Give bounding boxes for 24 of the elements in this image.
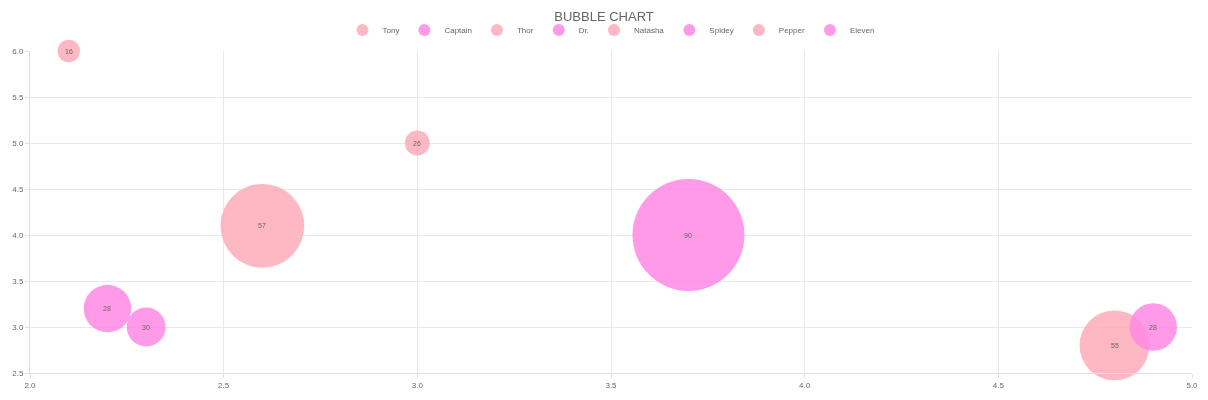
y-tick-label: 3.0 — [12, 322, 24, 332]
x-tick-label: 3.5 — [605, 380, 618, 390]
y-tick-label: 5.5 — [12, 92, 24, 102]
x-tick-label: 2.5 — [218, 380, 230, 390]
y-tick-label: 5.0 — [12, 138, 24, 148]
legend-label: Spidey — [709, 26, 734, 36]
y-tick-label: 4.5 — [12, 184, 24, 194]
legend-label: Pepper — [778, 26, 805, 36]
x-tick-label: 5.0 — [1186, 380, 1199, 390]
y-tick-label: 6.0 — [12, 46, 24, 56]
legend-label: Eleven — [849, 26, 875, 36]
y-tick-label: 3.5 — [12, 276, 24, 286]
x-tick-label: 3.0 — [411, 380, 424, 390]
y-tick-label: 4.0 — [12, 230, 24, 240]
x-tick-label: 2.0 — [24, 380, 37, 390]
y-tick-label: 2.5 — [12, 368, 24, 378]
legend-label: Tony — [382, 26, 400, 36]
x-tick-label: 4.0 — [799, 380, 811, 390]
legend-label: Thor — [516, 26, 534, 36]
legend-label: Natasha — [634, 26, 665, 36]
legend-label: Captain — [444, 26, 472, 36]
legend-label: Dr. — [578, 26, 589, 36]
chart-title: BUBBLE CHART — [554, 9, 654, 25]
x-tick-label: 4.5 — [992, 380, 1005, 390]
